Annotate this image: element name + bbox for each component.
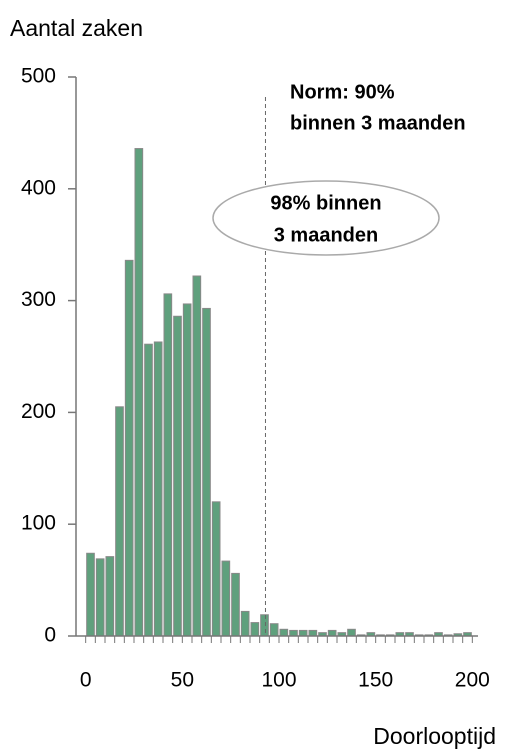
bar	[308, 629, 318, 637]
bar	[347, 628, 356, 637]
y-tick-label: 400	[21, 176, 56, 199]
y-tick-label: 0	[44, 624, 56, 647]
x-tick-label: 0	[80, 669, 92, 692]
bar	[250, 622, 260, 637]
y-tick-label: 100	[21, 512, 56, 535]
x-tick-label: 50	[171, 669, 194, 692]
bar	[211, 501, 221, 637]
y-axis-title: Aantal zaken	[10, 15, 143, 41]
bar	[173, 315, 182, 637]
bar	[105, 556, 115, 637]
x-tick-label: 200	[455, 669, 490, 692]
bar	[260, 614, 269, 637]
annotation-ellipse	[212, 180, 440, 256]
bar	[240, 610, 250, 637]
bar	[95, 558, 105, 637]
bar	[163, 293, 173, 637]
annotation: binnen 3 maanden	[290, 112, 466, 134]
bar	[289, 629, 298, 637]
annotation: 3 maanden	[274, 224, 378, 246]
x-axis-title: Doorlooptijd	[373, 723, 496, 749]
bar	[115, 406, 124, 637]
bar	[153, 341, 163, 637]
bar	[298, 629, 308, 637]
x-tick-label: 100	[261, 669, 296, 692]
y-tick-label: 300	[21, 288, 56, 311]
bar	[327, 629, 337, 637]
bar	[192, 275, 202, 637]
x-tick-label: 150	[358, 669, 393, 692]
bar	[124, 259, 134, 637]
annotation: 98% binnen	[270, 192, 381, 214]
y-tick-label: 200	[21, 400, 56, 423]
bar	[221, 560, 231, 637]
bar	[231, 572, 240, 637]
annotation: Norm: 90%	[290, 81, 395, 103]
bar	[182, 303, 192, 637]
y-tick-label: 500	[21, 65, 56, 88]
bar	[144, 343, 153, 637]
bar	[134, 148, 144, 637]
bar	[86, 552, 95, 637]
bar	[269, 623, 279, 637]
bar	[279, 628, 289, 637]
bar	[202, 307, 211, 637]
